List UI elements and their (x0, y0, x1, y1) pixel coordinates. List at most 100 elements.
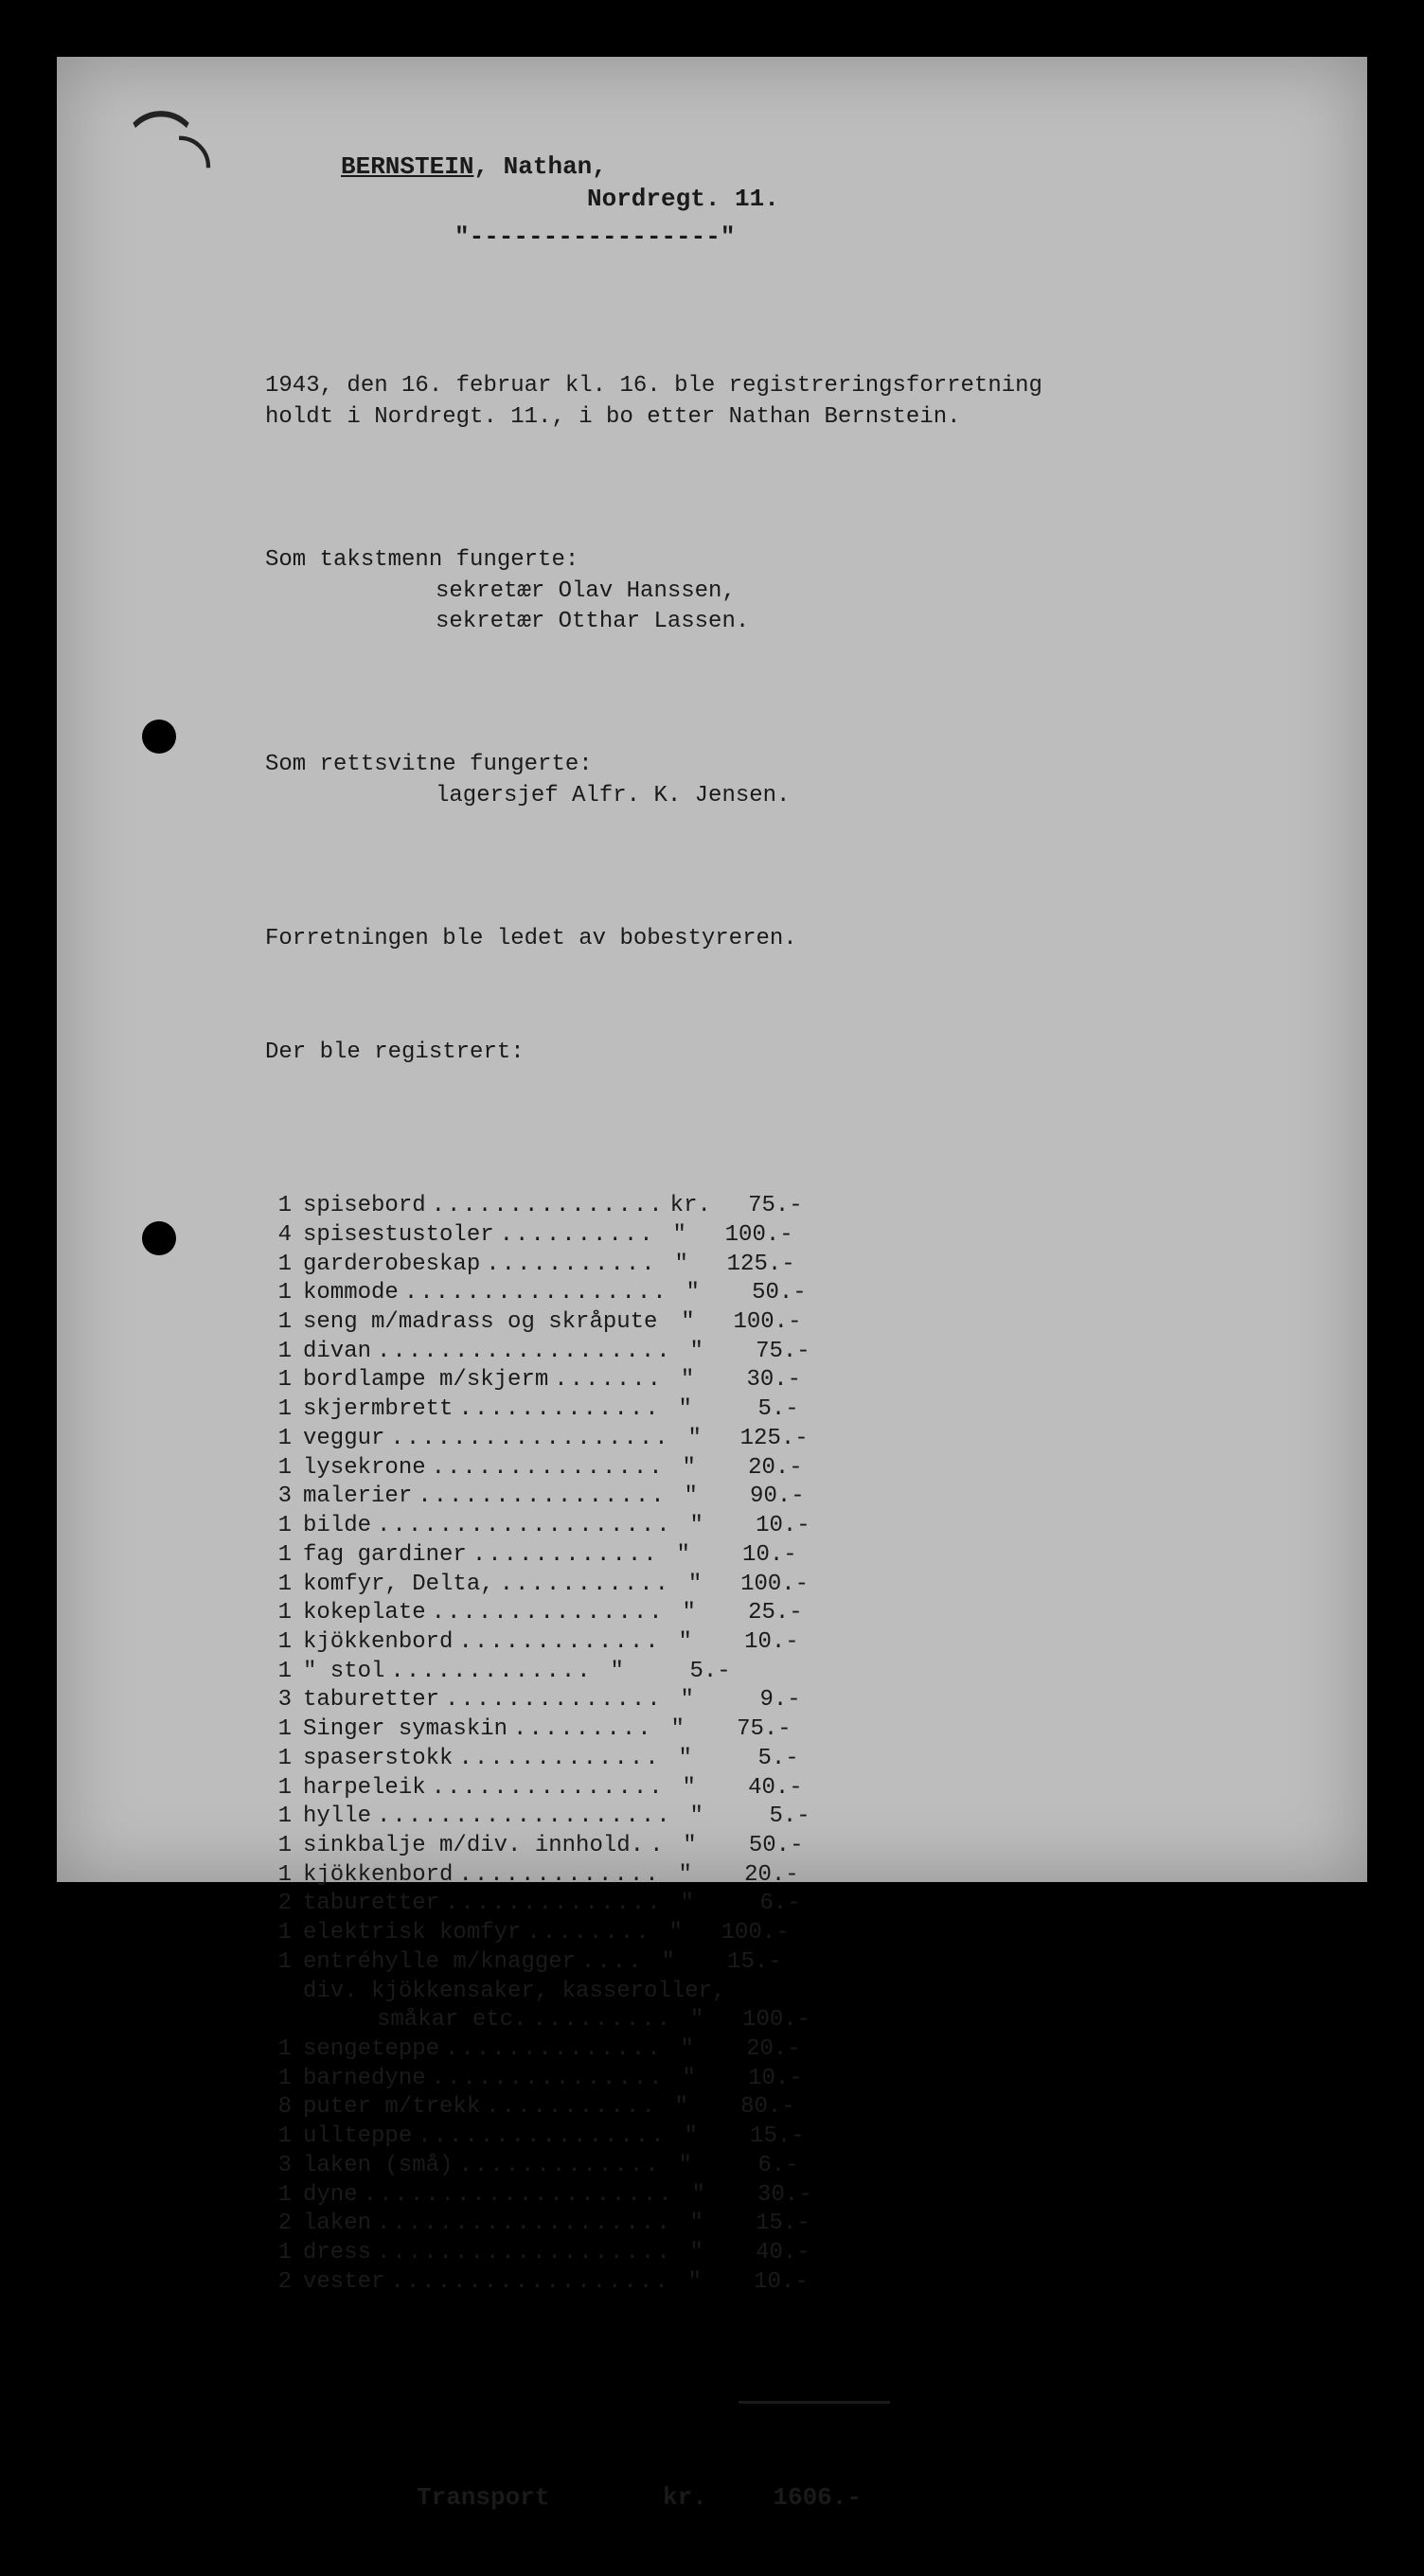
item-qty: 1 (265, 2181, 292, 2211)
item-value: 80.- (701, 2093, 795, 2123)
item-value: 30.- (706, 1366, 801, 1395)
item-dots: ................... (377, 1338, 672, 1367)
item-desc: bilde (303, 1512, 371, 1541)
item-desc: sinkbalje m/div. innhold. (303, 1832, 644, 1861)
item-value: 90.- (710, 1483, 805, 1512)
item-desc: veggur (303, 1425, 384, 1454)
item-row: 1sengeteppe.............."20.- (265, 2035, 1254, 2065)
item-qty (265, 1978, 292, 2007)
item-value: 5.- (716, 1803, 810, 1832)
item-currency: " (668, 1366, 706, 1395)
item-qty: 1 (265, 1425, 292, 1454)
paragraph-registrert: Der ble registrert: (265, 1038, 1254, 1068)
item-qty: 1 (265, 1628, 292, 1658)
item-row: 2vester.................."10.- (265, 2268, 1254, 2298)
item-qty: 1 (265, 1919, 292, 1948)
item-currency: " (678, 1512, 716, 1541)
item-dots: .................. (390, 2268, 669, 2298)
item-row: 1kjökkenbord............."20.- (265, 1861, 1254, 1891)
item-dots: ................... (377, 1512, 672, 1541)
item-desc: dress (303, 2239, 371, 2268)
item-dots: ................... (377, 2239, 672, 2268)
item-dots: .... (581, 1948, 644, 1978)
item-dots: ............. (458, 1395, 660, 1425)
item-qty: 1 (265, 1338, 292, 1367)
item-qty: 1 (265, 1541, 292, 1571)
item-dots: ............... (432, 1774, 665, 1803)
rettsvitne-1: lagersjef Alfr. K. Jensen. (436, 781, 1254, 811)
item-desc: sengeteppe (303, 2035, 439, 2065)
item-currency: " (670, 1774, 708, 1803)
item-row: 1bordlampe m/skjerm......."30.- (265, 1366, 1254, 1395)
item-qty: 1 (265, 1774, 292, 1803)
item-row: 1elektrisk komfyr........"100.- (265, 1919, 1254, 1948)
item-qty: 1 (265, 1745, 292, 1774)
item-dots: .............. (445, 1890, 663, 1919)
item-currency: " (667, 2152, 704, 2181)
item-qty: 1 (265, 1658, 292, 1687)
item-value: 15.- (687, 1948, 782, 1978)
item-desc: taburetter (303, 1686, 439, 1715)
item-qty: 1 (265, 2123, 292, 2152)
rettsvitne-label: Som rettsvitne fungerte: (265, 752, 593, 777)
item-qty: 3 (265, 1686, 292, 1715)
item-value: 10.- (704, 1628, 799, 1658)
item-desc: divan (303, 1338, 371, 1367)
document-page: ⌒╮ BERNSTEIN, Nathan, Nordregt. 11. "---… (57, 57, 1367, 1882)
item-desc: spisebord (303, 1192, 426, 1221)
item-desc: taburetter (303, 1890, 439, 1919)
item-value: 10.- (716, 1512, 810, 1541)
item-desc: ullteppe (303, 2123, 412, 2152)
item-row: 1harpeleik..............."40.- (265, 1774, 1254, 1803)
item-row: 1 bilde..................."10.- (265, 1512, 1254, 1541)
item-dots: . (650, 1832, 665, 1861)
item-desc: spisestustoler (303, 1221, 494, 1251)
item-desc: lysekrone (303, 1454, 426, 1483)
punch-hole-bottom (142, 1221, 176, 1255)
item-desc: småkar etc. (377, 2006, 526, 2035)
item-currency: " (672, 2123, 710, 2152)
item-row: 1entréhylle m/knagger...."15.- (265, 1948, 1254, 1978)
item-value: 5.- (636, 1658, 731, 1687)
paragraph-takstmenn: Som takstmenn fungerte: sekretær Olav Ha… (265, 545, 1254, 637)
item-dots: ............. (458, 2152, 660, 2181)
item-currency: " (676, 2268, 714, 2298)
item-value: 15.- (710, 2123, 805, 2152)
item-desc: spaserstokk (303, 1745, 453, 1774)
item-desc: fag gardiner (303, 1541, 467, 1571)
item-value: 125.- (701, 1251, 795, 1280)
item-currency: " (678, 2006, 716, 2035)
item-qty: 1 (265, 1832, 292, 1861)
item-desc: seng m/madrass og skråpute (303, 1308, 657, 1338)
item-value: 40.- (716, 2239, 810, 2268)
item-desc: laken (små) (303, 2152, 453, 2181)
item-dots: ............... (432, 1192, 665, 1221)
item-row: 1fag gardiner............"10.- (265, 1541, 1254, 1571)
item-qty: 1 (265, 1454, 292, 1483)
given-name: Nathan, (504, 152, 607, 181)
header-divider: "-----------------" (454, 222, 1254, 254)
item-row: 1komfyr, Delta,..........."100.- (265, 1571, 1254, 1600)
item-value: 75.- (716, 1338, 810, 1367)
item-qty: 1 (265, 2035, 292, 2065)
item-row: 1lysekrone..............."20.- (265, 1454, 1254, 1483)
item-qty: 1 (265, 1366, 292, 1395)
item-desc: kjökkenbord (303, 1628, 453, 1658)
item-desc: kommode (303, 1279, 399, 1308)
item-currency: " (667, 1395, 704, 1425)
item-dots: .................... (364, 2181, 674, 2211)
item-qty: 1 (265, 1308, 292, 1338)
item-value: 100.- (714, 1571, 809, 1600)
item-currency: " (668, 1308, 706, 1338)
item-currency: " (661, 1221, 699, 1251)
item-row: 1spaserstokk............."5.- (265, 1745, 1254, 1774)
total-value: 1606.- (729, 2481, 862, 2514)
item-qty: 1 (265, 1803, 292, 1832)
item-qty: 2 (265, 1890, 292, 1919)
item-row: 1sinkbalje m/div. innhold.."50.- (265, 1832, 1254, 1861)
item-currency: " (670, 1599, 708, 1628)
item-dots: .......... (500, 1221, 655, 1251)
item-row: 1divan..................."75.- (265, 1338, 1254, 1367)
document-body: 1943, den 16. februar kl. 16. ble regist… (265, 310, 1254, 2576)
item-qty: 1 (265, 1512, 292, 1541)
